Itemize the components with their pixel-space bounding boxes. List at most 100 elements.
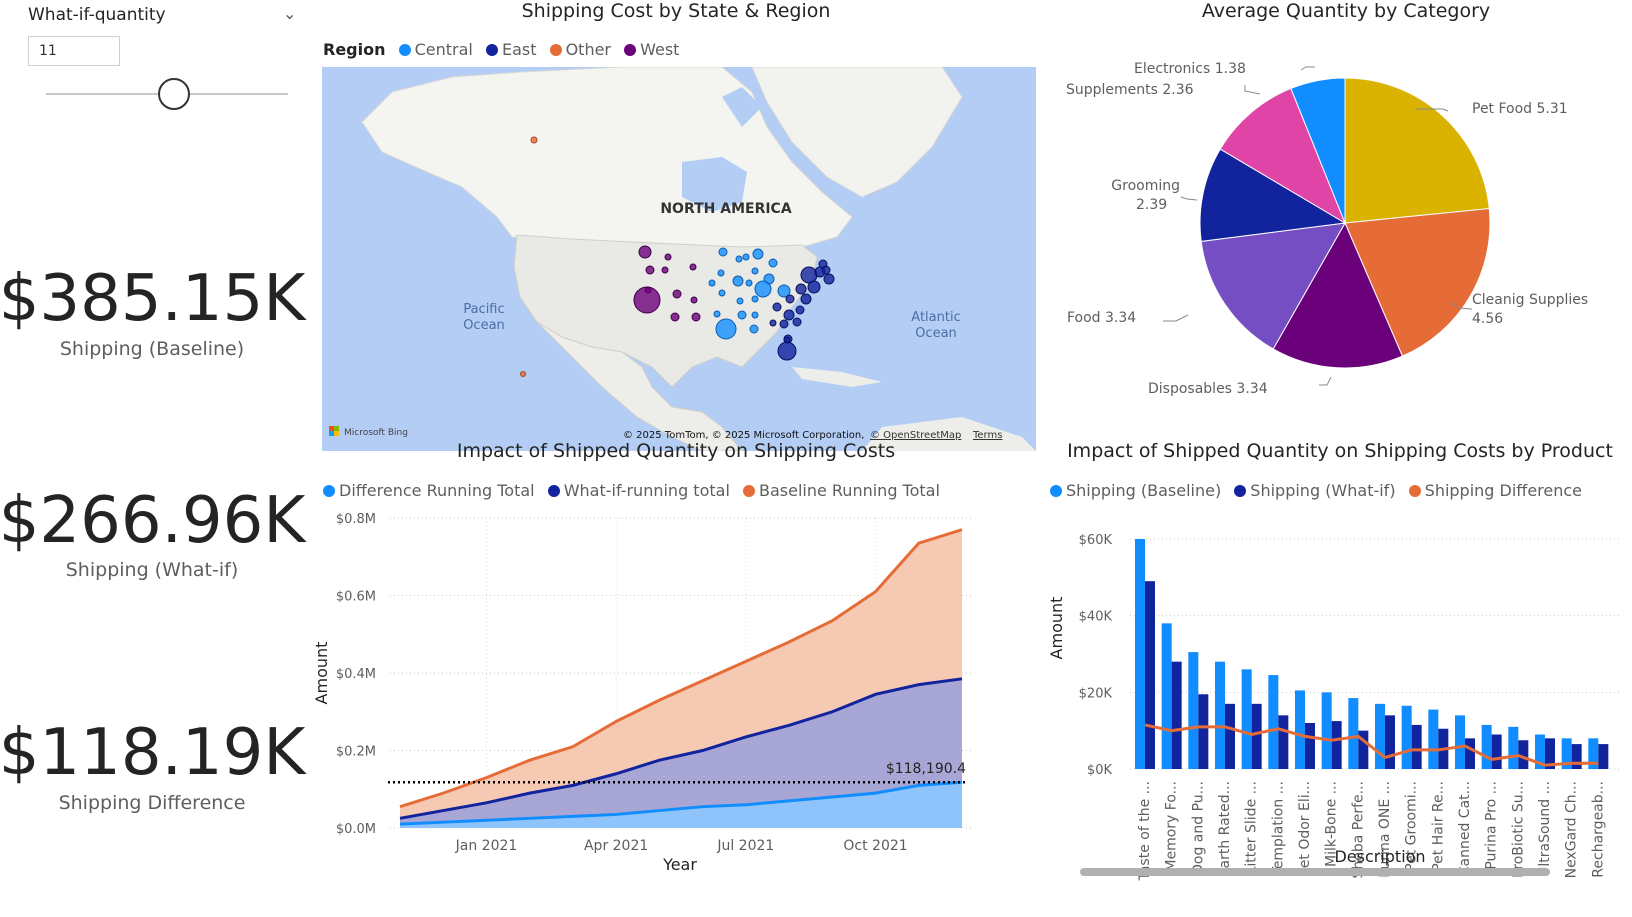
map-bubble-central[interactable]	[777, 284, 791, 298]
bar-0-5[interactable]	[1268, 675, 1279, 769]
bar-0-9[interactable]	[1375, 703, 1385, 769]
osm-link[interactable]: © OpenStreetMap	[870, 430, 961, 441]
map-bubble-central[interactable]	[736, 297, 744, 305]
bar-1-16[interactable]	[1571, 744, 1582, 769]
legend-item-central[interactable]: Central	[398, 40, 473, 59]
what-if-quantity-input[interactable]	[28, 36, 120, 66]
legend-item-whatif[interactable]: What-if-running total	[547, 481, 730, 500]
map-bubble-west[interactable]	[638, 245, 652, 259]
bar-1-13[interactable]	[1491, 734, 1502, 770]
map-bubble-central[interactable]	[718, 247, 728, 257]
legend-item-west[interactable]: West	[624, 40, 679, 59]
map-bubble-california[interactable]	[633, 286, 661, 314]
bar-1-8[interactable]	[1358, 730, 1369, 769]
map-bubble-hawaii[interactable]	[520, 371, 526, 377]
area-line-2[interactable]	[399, 528, 963, 809]
map-bubble-central[interactable]	[717, 269, 725, 277]
legend-item-shipping-baseline[interactable]: Shipping (Baseline)	[1050, 481, 1221, 500]
pie-chart[interactable]: Pet Food 5.31 Cleanig Supplies 4.56 Disp…	[1060, 40, 1630, 430]
map-bubble-central[interactable]	[768, 258, 778, 268]
bar-1-4[interactable]	[1251, 703, 1262, 769]
map-bubble-texas[interactable]	[715, 318, 737, 340]
bar-0-2[interactable]	[1188, 652, 1199, 769]
bar-0-11[interactable]	[1428, 709, 1439, 769]
map-bubble-east[interactable]	[795, 305, 805, 315]
bar-1-10[interactable]	[1411, 724, 1422, 769]
map-bubble-east[interactable]	[795, 283, 807, 295]
map-bubble-illinois[interactable]	[754, 280, 772, 298]
bar-0-12[interactable]	[1455, 715, 1465, 769]
legend-item-shipping-difference[interactable]: Shipping Difference	[1408, 481, 1582, 500]
bar-0-10[interactable]	[1401, 705, 1412, 769]
map-bubble-central[interactable]	[732, 275, 744, 287]
bar-0-16[interactable]	[1561, 738, 1572, 769]
map-bubble-central[interactable]	[745, 279, 753, 287]
bar-0-7[interactable]	[1321, 692, 1332, 769]
map-bubble-central[interactable]	[749, 324, 759, 334]
bar-0-1[interactable]	[1161, 623, 1172, 769]
bar-0-3[interactable]	[1215, 661, 1225, 769]
map-bubble-central[interactable]	[752, 248, 764, 260]
map-bubble-east[interactable]	[783, 309, 795, 321]
horizontal-scrollbar[interactable]	[1080, 868, 1550, 876]
pie-slice-food[interactable]	[1200, 222, 1346, 350]
legend-item-shipping-whatif[interactable]: Shipping (What-if)	[1234, 481, 1396, 500]
bar-1-15[interactable]	[1545, 738, 1555, 769]
area-line-1[interactable]	[399, 677, 963, 820]
bar-1-3[interactable]	[1225, 703, 1235, 769]
map-bubble-west[interactable]	[691, 312, 701, 322]
pie-slice-grooming[interactable]	[1199, 148, 1347, 242]
bar-1-9[interactable]	[1385, 715, 1395, 769]
legend-item-other[interactable]: Other	[549, 40, 611, 59]
map-bubble-central[interactable]	[751, 311, 759, 319]
map-bubble-west[interactable]	[689, 263, 697, 271]
map-bubble-east[interactable]	[769, 319, 777, 327]
bar-1-7[interactable]	[1331, 721, 1342, 769]
map-bubble-central[interactable]	[751, 295, 759, 303]
map-bubble-east[interactable]	[792, 317, 802, 327]
legend-item-difference[interactable]: Difference Running Total	[323, 481, 535, 500]
pie-slice-cleanig-supplies[interactable]	[1344, 208, 1491, 357]
pie-slice-disposables[interactable]	[1272, 221, 1404, 369]
map-bubble-central[interactable]	[742, 253, 750, 261]
bar-1-0[interactable]	[1145, 581, 1155, 769]
bar-0-0[interactable]	[1135, 539, 1145, 769]
map-bubble-west[interactable]	[672, 289, 682, 299]
map-bubble-central[interactable]	[718, 289, 726, 297]
map-bubble-central[interactable]	[708, 279, 716, 287]
bar-0-6[interactable]	[1295, 690, 1305, 769]
map-bubble-east[interactable]	[772, 302, 782, 312]
slider-handle[interactable]	[158, 78, 190, 110]
map-bubble-west[interactable]	[661, 266, 669, 274]
chevron-down-icon[interactable]: ⌄	[283, 4, 297, 23]
map-bubble-central[interactable]	[735, 255, 743, 263]
bar-0-8[interactable]	[1348, 698, 1359, 769]
map-bubble-east[interactable]	[800, 293, 812, 305]
legend-item-east[interactable]: East	[485, 40, 536, 59]
map-bubble-east[interactable]	[807, 280, 821, 294]
bar-0-4[interactable]	[1241, 669, 1252, 769]
map-bubble-east[interactable]	[779, 319, 789, 329]
area-chart[interactable]: $0.0M $0.2M $0.4M $0.6M $0.8M Jan 2021 Apr 202…	[312, 510, 1040, 915]
map-bubble-florida[interactable]	[777, 341, 797, 361]
map-bubble-central[interactable]	[713, 310, 721, 318]
map-bubbles[interactable]	[520, 136, 835, 377]
pie-slice-pet-food[interactable]	[1344, 77, 1490, 224]
bar-1-2[interactable]	[1198, 694, 1209, 769]
map-bubble-east[interactable]	[823, 273, 835, 285]
bar-1-12[interactable]	[1465, 738, 1475, 769]
bar-0-14[interactable]	[1508, 726, 1519, 769]
bar-1-5[interactable]	[1278, 715, 1289, 769]
bar-1-17[interactable]	[1598, 744, 1609, 769]
map-bubble-central[interactable]	[751, 267, 759, 275]
map-bubble-east[interactable]	[821, 265, 831, 275]
legend-item-baseline[interactable]: Baseline Running Total	[742, 481, 940, 500]
pie-slice-supplements[interactable]	[1219, 87, 1347, 225]
difference-line[interactable]	[1144, 723, 1599, 767]
map-bubble-west[interactable]	[670, 312, 680, 322]
pie-slice-electronics[interactable]	[1290, 77, 1346, 224]
bar-0-13[interactable]	[1481, 724, 1492, 769]
bar-1-6[interactable]	[1305, 723, 1315, 769]
map-bubble-central[interactable]	[737, 310, 747, 320]
area-line-0[interactable]	[399, 780, 963, 826]
